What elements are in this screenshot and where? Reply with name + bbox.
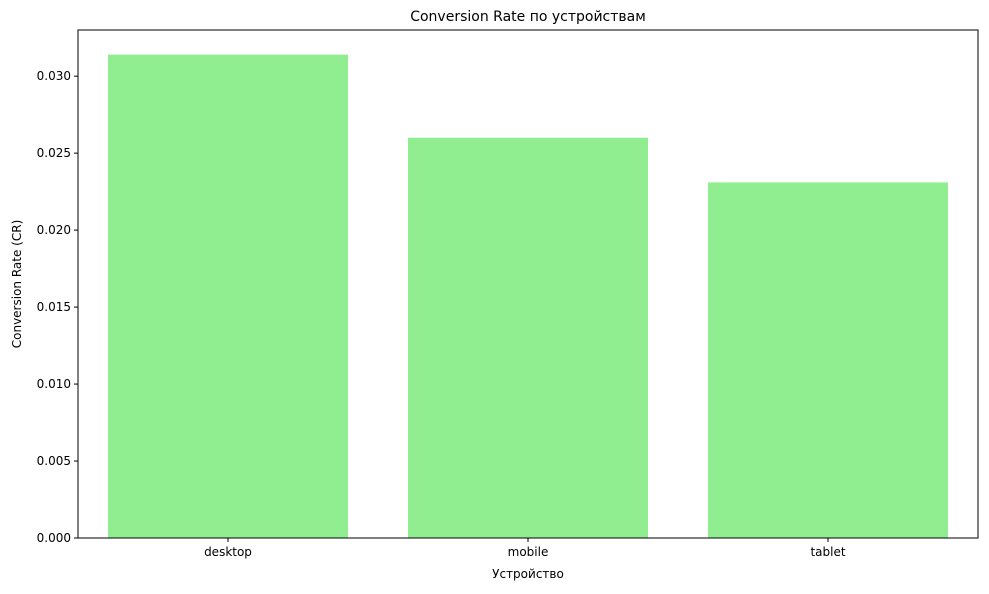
bar-mobile	[408, 137, 648, 538]
y-tick-label: 0.025	[37, 146, 71, 160]
y-tick-label: 0.010	[37, 377, 71, 391]
x-tick-label-tablet: tablet	[810, 545, 845, 559]
x-tick-label-desktop: desktop	[204, 545, 252, 559]
y-tick-label: 0.030	[37, 69, 71, 83]
bar-tablet	[708, 182, 948, 538]
chart-title: Conversion Rate по устройствам	[410, 9, 646, 25]
bar-desktop	[108, 54, 348, 538]
y-tick-label: 0.015	[37, 300, 71, 314]
y-tick-label: 0.005	[37, 454, 71, 468]
y-tick-label: 0.020	[37, 223, 71, 237]
y-axis-title: Conversion Rate (CR)	[10, 220, 24, 349]
x-tick-label-mobile: mobile	[508, 545, 549, 559]
x-axis-title: Устройство	[492, 567, 564, 581]
y-tick-label: 0.000	[37, 531, 71, 545]
plot-frame	[77, 29, 979, 539]
bars-layer	[108, 54, 948, 538]
x-axis: desktop mobile tablet	[204, 538, 846, 559]
y-axis: 0.000 0.005 0.010 0.015 0.020 0.025 0.030	[37, 69, 78, 545]
